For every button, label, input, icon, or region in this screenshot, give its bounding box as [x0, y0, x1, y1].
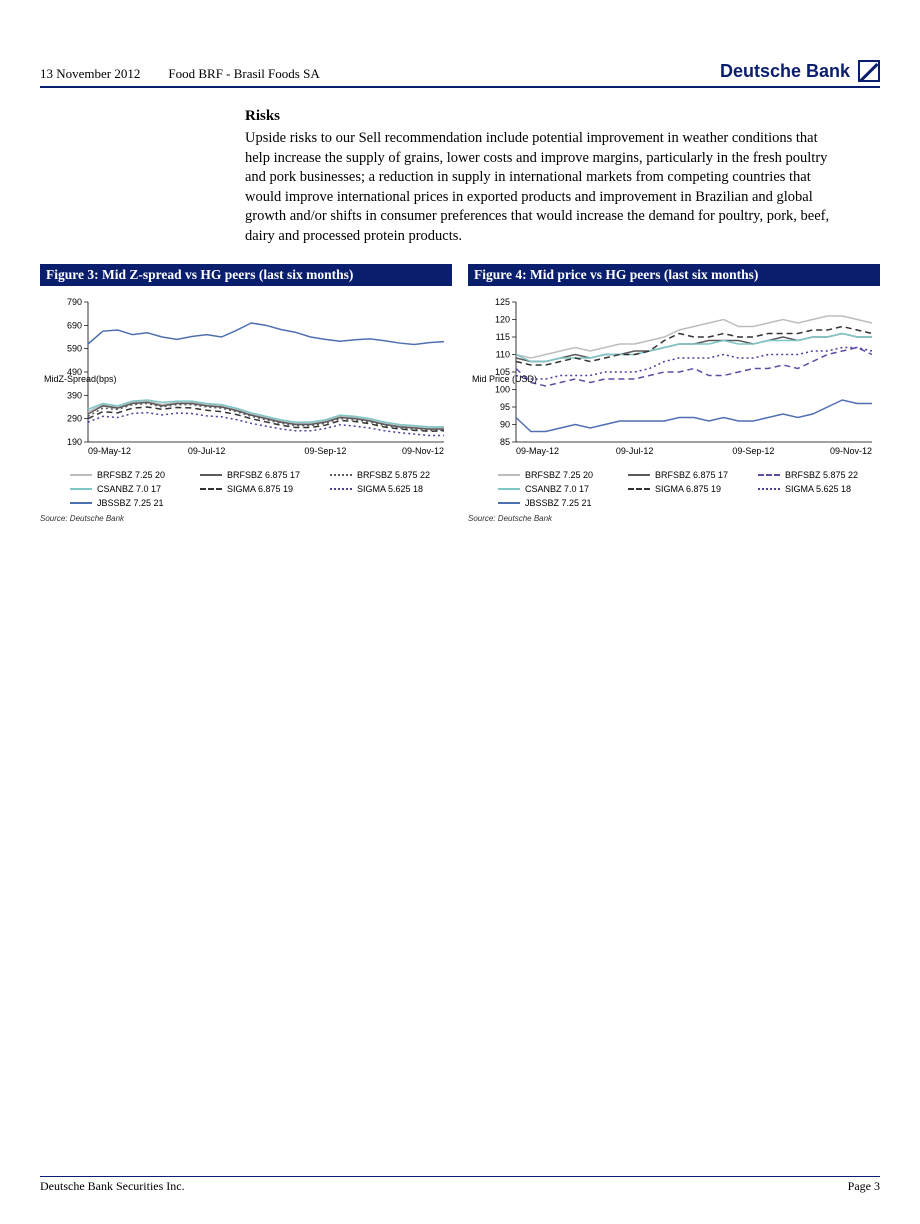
legend-label: BRFSBZ 7.25 20 [525, 470, 593, 480]
footer-page: Page 3 [848, 1179, 880, 1194]
svg-text:09-Nov-12: 09-Nov-12 [830, 446, 872, 456]
legend-item: BRFSBZ 7.25 20 [70, 470, 192, 480]
legend-swatch-icon [498, 474, 520, 476]
svg-text:290: 290 [67, 414, 82, 424]
svg-text:09-Jul-12: 09-Jul-12 [616, 446, 654, 456]
svg-text:390: 390 [67, 391, 82, 401]
legend-swatch-icon [200, 488, 222, 490]
svg-text:09-May-12: 09-May-12 [516, 446, 559, 456]
report-title: Food BRF - Brasil Foods SA [168, 66, 319, 82]
legend-swatch-icon [330, 474, 352, 476]
figure-4-yaxis-label: Mid Price (USD) [472, 374, 537, 384]
brand: Deutsche Bank [720, 60, 880, 82]
legend-item: BRFSBZ 6.875 17 [200, 470, 322, 480]
legend-label: BRFSBZ 6.875 17 [227, 470, 300, 480]
legend-swatch-icon [70, 488, 92, 490]
chart-series-line [88, 402, 444, 429]
legend-label: BRFSBZ 5.875 22 [357, 470, 430, 480]
svg-text:90: 90 [500, 420, 510, 430]
legend-item: CSANBZ 7.0 17 [498, 484, 620, 494]
footer-left: Deutsche Bank Securities Inc. [40, 1179, 185, 1194]
figure-3-source: Source: Deutsche Bank [40, 514, 452, 523]
legend-label: SIGMA 5.625 18 [785, 484, 851, 494]
legend-label: BRFSBZ 7.25 20 [97, 470, 165, 480]
legend-swatch-icon [628, 474, 650, 476]
legend-label: SIGMA 5.625 18 [357, 484, 423, 494]
legend-swatch-icon [498, 502, 520, 504]
svg-text:190: 190 [67, 437, 82, 447]
legend-item: BRFSBZ 5.875 22 [330, 470, 452, 480]
figure-4-title: Figure 4: Mid price vs HG peers (last si… [468, 264, 880, 286]
figure-4-legend: BRFSBZ 7.25 20 BRFSBZ 6.875 17 BRFSBZ 5.87… [468, 470, 880, 508]
figure-3-yaxis-label: MidZ-Spread(bps) [44, 374, 117, 384]
figure-3: Figure 3: Mid Z-spread vs HG peers (last… [40, 264, 452, 523]
legend-item: JBSSBZ 7.25 21 [70, 498, 192, 508]
legend-item: BRFSBZ 5.875 22 [758, 470, 880, 480]
legend-swatch-icon [498, 488, 520, 490]
svg-text:115: 115 [496, 332, 510, 342]
svg-text:690: 690 [67, 321, 82, 331]
legend-swatch-icon [758, 488, 780, 490]
page-header: 13 November 2012 Food BRF - Brasil Foods… [40, 60, 880, 88]
svg-text:790: 790 [67, 297, 82, 307]
legend-item: JBSSBZ 7.25 21 [498, 498, 620, 508]
svg-text:09-Sep-12: 09-Sep-12 [304, 446, 346, 456]
chart-series-line [88, 323, 444, 344]
legend-item: SIGMA 6.875 19 [628, 484, 750, 494]
figure-4: Figure 4: Mid price vs HG peers (last si… [468, 264, 880, 523]
legend-label: BRFSBZ 6.875 17 [655, 470, 728, 480]
legend-label: SIGMA 6.875 19 [227, 484, 293, 494]
legend-label: JBSSBZ 7.25 21 [525, 498, 592, 508]
svg-text:09-Sep-12: 09-Sep-12 [732, 446, 774, 456]
legend-swatch-icon [200, 474, 222, 476]
svg-text:09-Nov-12: 09-Nov-12 [402, 446, 444, 456]
legend-swatch-icon [758, 474, 780, 476]
legend-label: BRFSBZ 5.875 22 [785, 470, 858, 480]
legend-swatch-icon [70, 474, 92, 476]
legend-label: SIGMA 6.875 19 [655, 484, 721, 494]
svg-text:95: 95 [500, 402, 510, 412]
svg-text:125: 125 [495, 297, 510, 307]
legend-item: CSANBZ 7.0 17 [70, 484, 192, 494]
risks-heading: Risks [245, 108, 880, 125]
brand-logo-icon [858, 60, 880, 82]
svg-text:590: 590 [67, 344, 82, 354]
figure-3-chart: MidZ-Spread(bps) 19029039049059069079009… [40, 294, 452, 464]
legend-label: CSANBZ 7.0 17 [97, 484, 161, 494]
figure-4-chart: Mid Price (USD) 859095100105110115120125… [468, 294, 880, 464]
chart-series-line [516, 327, 872, 366]
chart-series-line [516, 400, 872, 432]
figure-3-title: Figure 3: Mid Z-spread vs HG peers (last… [40, 264, 452, 286]
legend-item: BRFSBZ 7.25 20 [498, 470, 620, 480]
report-date: 13 November 2012 [40, 66, 140, 82]
svg-text:85: 85 [500, 437, 510, 447]
svg-text:110: 110 [496, 350, 510, 360]
risks-body: Upside risks to our Sell recommendation … [245, 129, 830, 246]
page-footer: Deutsche Bank Securities Inc. Page 3 [40, 1176, 880, 1194]
svg-text:120: 120 [495, 315, 510, 325]
chart-series-line [516, 348, 872, 387]
figure-3-legend: BRFSBZ 7.25 20 BRFSBZ 6.875 17 BRFSBZ 5.87… [40, 470, 452, 508]
svg-text:09-May-12: 09-May-12 [88, 446, 131, 456]
figures-row: Figure 3: Mid Z-spread vs HG peers (last… [40, 264, 880, 523]
chart-series-line [516, 348, 872, 380]
legend-swatch-icon [330, 488, 352, 490]
legend-swatch-icon [628, 488, 650, 490]
legend-item: SIGMA 5.625 18 [758, 484, 880, 494]
svg-text:100: 100 [495, 385, 510, 395]
legend-item: SIGMA 5.625 18 [330, 484, 452, 494]
header-left: 13 November 2012 Food BRF - Brasil Foods… [40, 66, 320, 82]
legend-item: SIGMA 6.875 19 [200, 484, 322, 494]
legend-swatch-icon [70, 502, 92, 504]
svg-text:09-Jul-12: 09-Jul-12 [188, 446, 226, 456]
legend-item: BRFSBZ 6.875 17 [628, 470, 750, 480]
figure-4-source: Source: Deutsche Bank [468, 514, 880, 523]
brand-name: Deutsche Bank [720, 61, 850, 82]
legend-label: JBSSBZ 7.25 21 [97, 498, 164, 508]
page: 13 November 2012 Food BRF - Brasil Foods… [0, 0, 920, 1224]
risks-section: Risks Upside risks to our Sell recommend… [40, 108, 880, 246]
legend-label: CSANBZ 7.0 17 [525, 484, 589, 494]
